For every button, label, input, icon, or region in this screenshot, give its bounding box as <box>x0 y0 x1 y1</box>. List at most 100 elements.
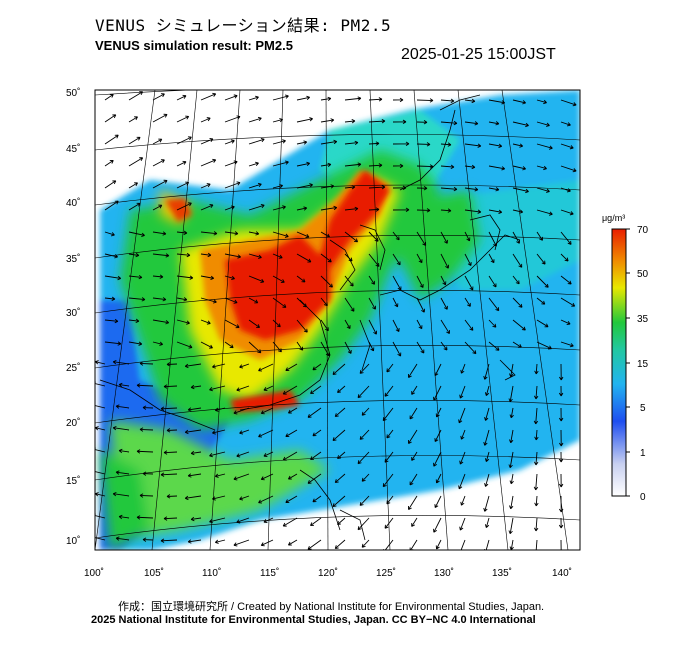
wind-arrow <box>307 539 322 550</box>
lon-tick-label: 115˚ <box>260 567 279 579</box>
wind-arrow <box>368 319 378 335</box>
wind-arrow <box>184 429 202 435</box>
wind-arrow <box>509 539 514 550</box>
lat-tick-label: 10˚ <box>66 535 80 547</box>
wind-arrow <box>368 97 383 102</box>
wind-arrow <box>236 385 250 392</box>
wind-arrow <box>488 99 506 105</box>
wind-arrow <box>214 539 226 544</box>
wind-arrow <box>152 138 163 145</box>
wind-arrow <box>488 253 495 264</box>
wind-arrow <box>104 93 114 101</box>
timestamp: 2025-01-25 15:00JST <box>401 46 556 63</box>
wind-arrow <box>416 142 431 147</box>
wind-arrow <box>248 137 265 145</box>
wind-arrow <box>239 495 250 501</box>
wind-arrow <box>248 116 262 123</box>
wind-arrow <box>224 275 235 281</box>
wind-arrow <box>460 363 466 374</box>
wind-arrow <box>152 93 165 101</box>
wind-arrow <box>128 274 143 280</box>
wind-arrow <box>416 297 425 313</box>
wind-arrow <box>236 517 250 524</box>
wind-arrow <box>344 319 351 330</box>
wind-arrow <box>411 517 418 527</box>
wind-arrow <box>310 385 322 395</box>
wind-arrow <box>212 429 226 435</box>
wind-arrow <box>285 363 298 372</box>
wind-arrow <box>464 209 482 214</box>
wind-arrow <box>512 231 520 244</box>
wind-arrow <box>533 473 539 491</box>
wind-arrow <box>416 98 434 103</box>
wind-arrow <box>440 164 455 170</box>
wind-arrow <box>464 231 471 242</box>
wind-arrow <box>440 341 448 351</box>
wind-arrow <box>536 165 547 171</box>
wind-arrow <box>409 473 418 486</box>
wind-arrow <box>248 203 265 211</box>
wind-arrow <box>536 341 552 350</box>
wind-arrow <box>344 206 359 212</box>
wind-arrow <box>536 253 546 265</box>
wind-arrow <box>533 407 539 425</box>
wind-arrow <box>488 297 500 312</box>
wind-arrow <box>296 297 307 308</box>
wind-arrow <box>512 99 526 105</box>
wind-arrow <box>272 94 289 101</box>
wind-arrow <box>236 451 250 458</box>
wind-arrow <box>248 231 260 236</box>
wind-arrow <box>488 187 500 192</box>
lon-tick-label: 110˚ <box>202 567 221 579</box>
lat-tick-label: 45˚ <box>66 143 80 155</box>
wind-arrow <box>440 120 458 126</box>
wind-arrow <box>344 162 362 167</box>
wind-arrow <box>320 275 333 288</box>
wind-arrow <box>392 231 400 241</box>
wind-arrow <box>408 429 418 444</box>
wind-arrow <box>560 341 574 348</box>
wind-arrow <box>536 187 550 193</box>
wind-arrow <box>440 186 458 192</box>
wind-arrow <box>136 515 154 520</box>
wind-arrow <box>368 341 375 352</box>
wind-arrow <box>392 341 402 357</box>
wind-arrow <box>128 116 138 123</box>
wind-arrow <box>386 363 394 373</box>
wind-arrow <box>296 117 313 123</box>
wind-arrow <box>408 363 418 378</box>
wind-arrow <box>460 539 466 550</box>
wind-arrow <box>509 429 514 444</box>
wind-arrow <box>320 162 332 168</box>
wind-arrow <box>434 363 442 376</box>
wind-arrow <box>128 252 140 258</box>
wind-arrow <box>184 495 202 501</box>
wind-arrow <box>558 385 564 397</box>
wind-arrow <box>488 341 500 351</box>
wind-arrow <box>200 117 211 123</box>
wind-arrow <box>559 539 563 550</box>
credit-line: 作成：国立環境研究所 / Created by National Institu… <box>118 601 545 613</box>
license-line: 2025 National Institute for Environmenta… <box>91 614 536 626</box>
wind-arrow <box>440 275 447 286</box>
wind-arrow <box>296 253 312 263</box>
wind-arrow <box>512 209 524 214</box>
wind-arrow <box>104 318 119 324</box>
wind-arrow <box>534 495 539 507</box>
wind-arrow <box>320 205 338 211</box>
wind-arrow <box>384 517 394 529</box>
wind-arrow <box>368 163 383 168</box>
graticule <box>95 90 580 550</box>
wind-arrow <box>176 252 191 258</box>
wind-arrow <box>166 428 178 433</box>
wind-arrow <box>95 492 106 497</box>
wind-arrow <box>320 253 332 263</box>
wind-arrow <box>104 296 116 301</box>
wind-arrow <box>296 231 310 239</box>
wind-arrow <box>440 142 452 147</box>
wind-arrow <box>368 231 379 242</box>
wind-arrow <box>212 495 226 501</box>
map-title-english: VENUS simulation result: PM2.5 <box>95 38 293 53</box>
wind-arrow <box>248 182 262 189</box>
wind-arrow <box>163 384 178 389</box>
